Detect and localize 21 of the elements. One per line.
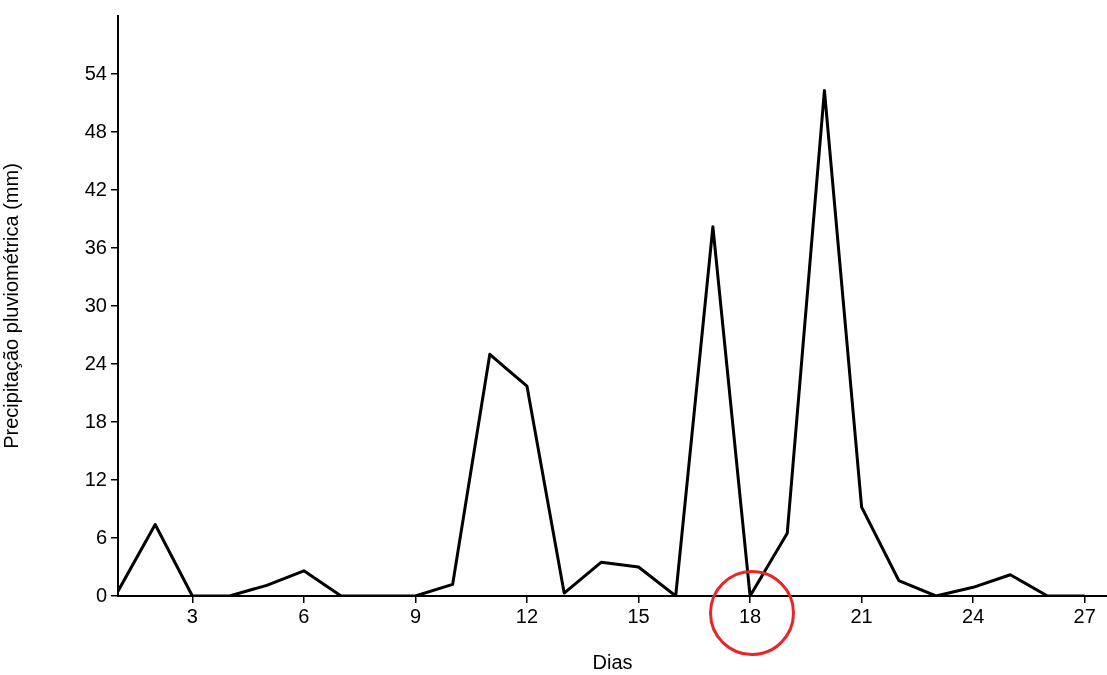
x-tick-label: 21 <box>850 604 873 627</box>
y-tick-label: 54 <box>84 61 107 84</box>
x-tick-label: 9 <box>409 604 422 627</box>
y-tick-label: 12 <box>84 467 107 490</box>
x-tick-label: 15 <box>627 604 650 627</box>
y-tick-label: 42 <box>84 177 107 200</box>
y-tick-label: 18 <box>84 409 107 432</box>
y-axis-title: Precipitação pluviométrica (mm) <box>0 163 22 449</box>
x-tick-label: 27 <box>1073 604 1096 627</box>
x-tick-label: 24 <box>962 604 985 627</box>
x-axis-title: Dias <box>592 650 633 673</box>
x-tick-label: 3 <box>186 604 198 627</box>
y-tick-label: 30 <box>84 293 107 316</box>
x-tick-label: 12 <box>515 604 539 627</box>
x-tick-label: 18 <box>738 604 762 627</box>
y-tick-label: 48 <box>84 119 107 142</box>
y-tick-label: 24 <box>84 351 107 374</box>
x-tick-label: 6 <box>298 604 310 627</box>
y-tick-label: 0 <box>95 583 107 606</box>
y-tick-label: 36 <box>84 235 107 258</box>
y-tick-label: 6 <box>95 525 107 548</box>
